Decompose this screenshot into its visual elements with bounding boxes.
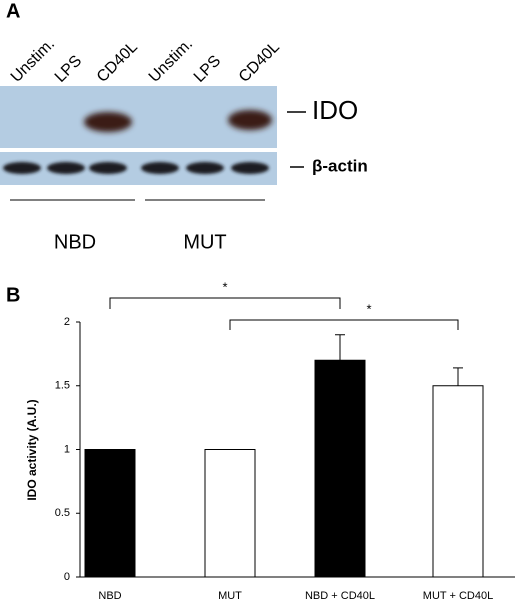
y-tick-label: 0 <box>64 571 70 583</box>
bar <box>432 385 484 578</box>
panel-label: A <box>6 0 20 22</box>
significance-star: * <box>366 301 371 316</box>
x-tick-label: NBD <box>98 590 121 602</box>
lane-label: Unstim. <box>146 35 196 85</box>
group-label: MUT <box>183 231 226 253</box>
y-tick-label: 1.5 <box>55 380 70 392</box>
bar <box>84 449 136 578</box>
lane-label: Unstim. <box>8 35 58 85</box>
y-axis-label: IDO activity (A.U.) <box>25 399 39 500</box>
lane-label: CD40L <box>94 39 141 86</box>
lane-label: LPS <box>52 52 85 85</box>
significance-star: * <box>222 279 227 294</box>
x-tick-label: NBD + CD40L <box>305 590 375 602</box>
y-tick-label: 0.5 <box>55 507 70 519</box>
blot-actin <box>0 152 277 185</box>
lane-label: CD40L <box>236 39 283 86</box>
significance-bracket <box>109 297 341 309</box>
band-label: β-actin <box>312 156 368 175</box>
y-tick-label: 1 <box>64 443 70 455</box>
bar <box>204 449 256 578</box>
panel-label: B <box>6 284 20 306</box>
x-tick-label: MUT <box>218 590 242 602</box>
actin-bands <box>3 162 269 174</box>
group-label: NBD <box>54 231 96 253</box>
band-label: IDO <box>312 95 358 125</box>
band <box>228 110 272 130</box>
lane-label: LPS <box>191 52 224 85</box>
bar <box>314 359 366 578</box>
x-tick-label: MUT + CD40L <box>423 590 493 602</box>
band <box>84 112 132 132</box>
y-tick-label: 2 <box>64 316 70 328</box>
significance-bracket <box>229 319 459 330</box>
